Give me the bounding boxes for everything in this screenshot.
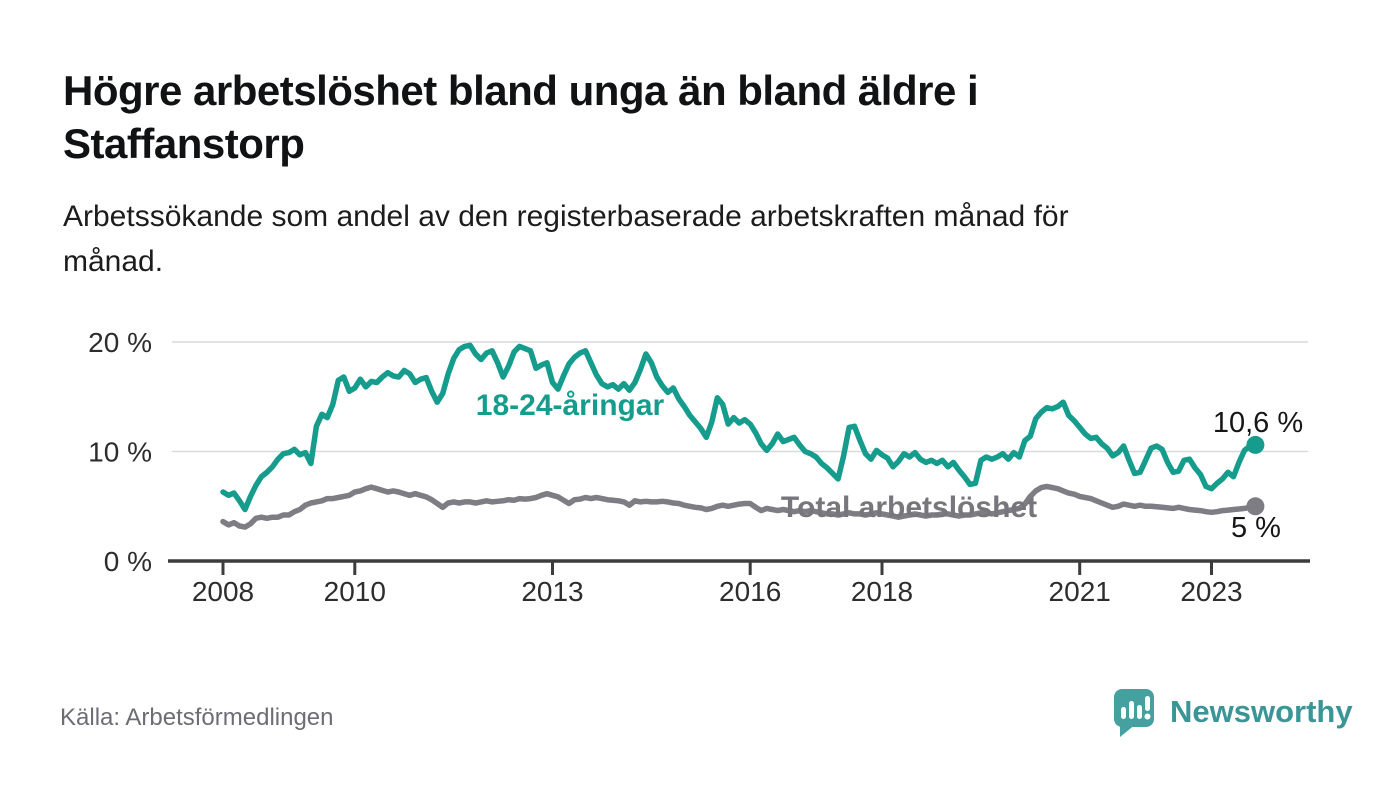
x-tick-label-2008: 2008 [192,576,254,607]
title-line-2: Staffanstorp [63,120,305,167]
page-subtitle: Arbetssökande som andel av den registerb… [63,194,1263,284]
y-tick-label-20: 20 % [88,327,152,358]
source-note: Källa: Arbetsförmedlingen [60,704,334,731]
series-label-young: 18-24-åringar [476,389,665,422]
x-axis [168,559,1310,575]
end-value-label-total: 5 % [1231,512,1281,544]
x-tick-label-2023: 2023 [1180,576,1242,607]
subtitle-line-2: månad. [63,245,164,278]
y-tick-label-0: 0 % [104,546,152,577]
subtitle-line-1: Arbetssökande som andel av den registerb… [63,200,1069,233]
x-tick-label-2013: 2013 [521,576,583,607]
page-title: Högre arbetslöshet bland unga än bland ä… [63,64,1253,170]
newsworthy-icon [1114,689,1154,737]
end-value-label-young: 10,6 % [1213,407,1303,439]
series-end-dot-total [1246,497,1265,516]
brand-name: Newsworthy [1170,694,1353,729]
series-label-total: Total arbetslöshet [781,491,1037,524]
x-tick-label-2021: 2021 [1049,576,1111,607]
y-tick-label-10: 10 % [88,437,152,468]
x-tick-label-2016: 2016 [719,576,781,607]
title-line-1: Högre arbetslöshet bland unga än bland ä… [63,67,979,114]
x-tick-label-2010: 2010 [324,576,386,607]
x-tick-label-2018: 2018 [851,576,913,607]
series-line-total [220,483,1259,530]
series-end-dot-young [1246,435,1265,454]
series-line-young [220,342,1259,513]
axis-tick-labels: 20 % 10 % 0 % 2008 2010 2013 2016 2018 2021 2023 [88,327,1242,607]
gridlines [172,341,1308,453]
brand-logo: Newsworthy [1112,686,1353,738]
